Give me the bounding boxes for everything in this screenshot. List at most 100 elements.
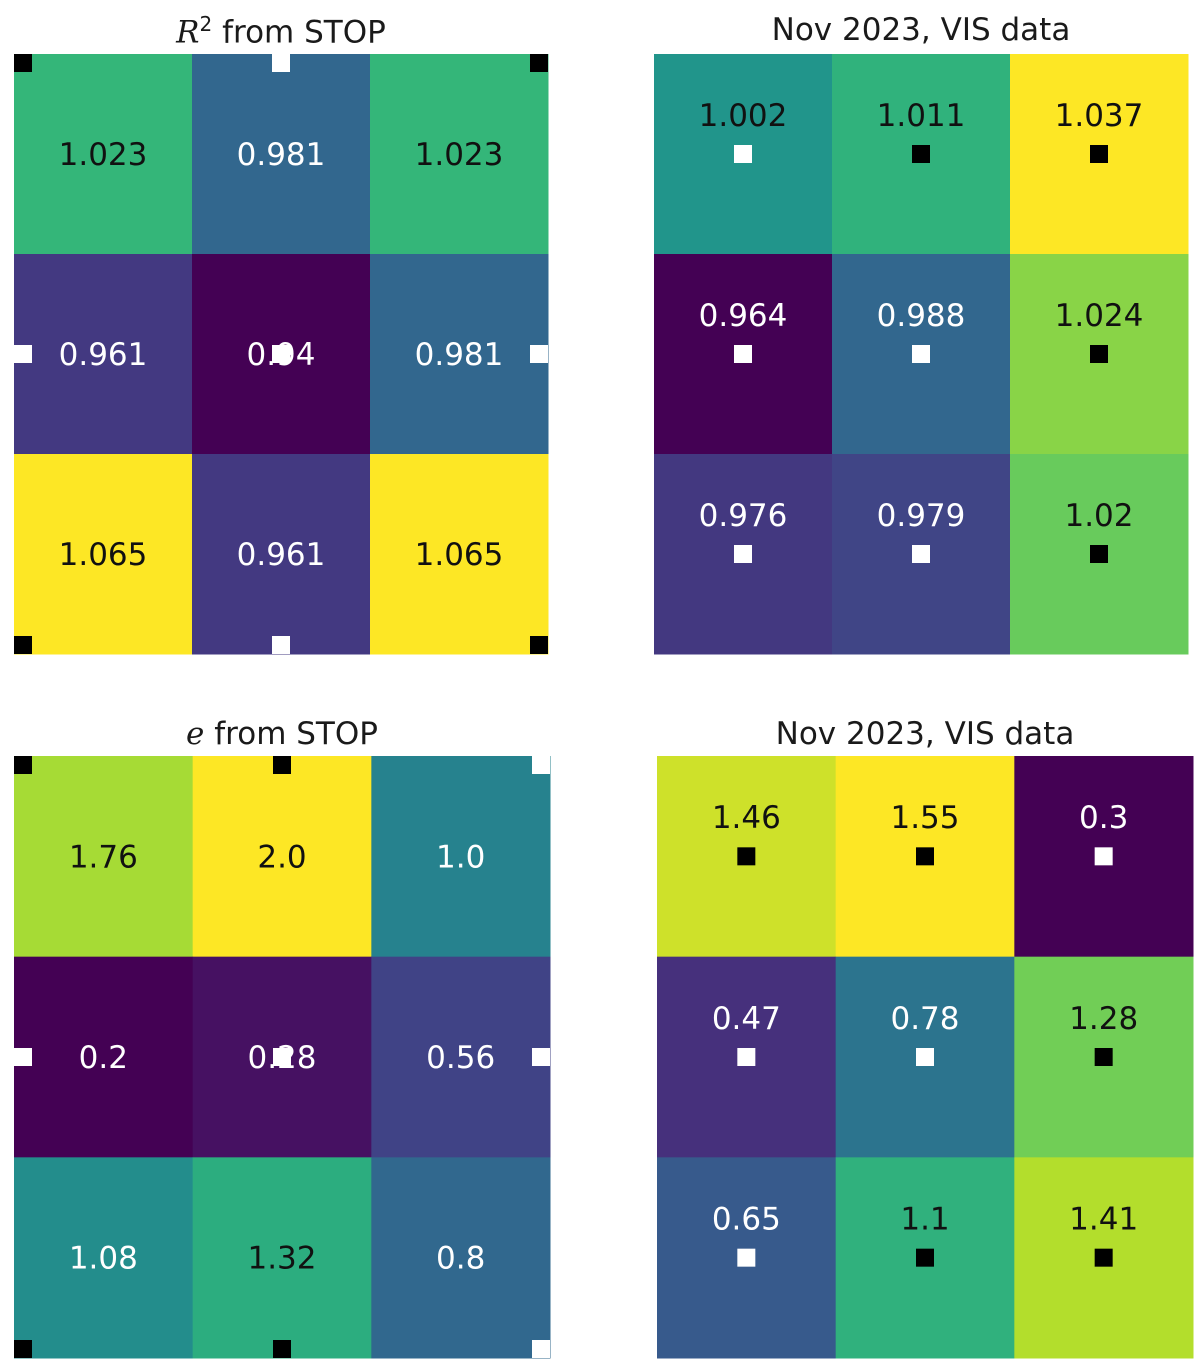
- cell-value-label: 0.964: [699, 298, 788, 334]
- heatmap-cell: [370, 54, 549, 255]
- cell-value-label: 0.981: [237, 137, 326, 173]
- cell-value-label: 0.976: [699, 498, 788, 534]
- sensor-marker: [1094, 847, 1113, 866]
- heatmap-cell: [192, 454, 371, 655]
- chart-title: Nov 2023, VIS data: [775, 716, 1075, 752]
- cell-value-label: 1.023: [415, 137, 504, 173]
- sensor-marker: [1090, 145, 1108, 163]
- heatmap: 1.002 1.011 1.037 0.964 0.988 1.024 0.976 0.979…: [654, 54, 1189, 655]
- cell-value-label: 0.961: [237, 537, 326, 573]
- cell-value-label: 0.78: [890, 1001, 959, 1037]
- sensor-marker: [14, 54, 32, 72]
- sensor-marker: [532, 1048, 550, 1066]
- sensor-marker: [737, 1248, 756, 1267]
- cell-value-label: 1.02: [1064, 498, 1133, 534]
- heatmap-cell: [14, 756, 194, 958]
- heatmap-cell: [14, 454, 193, 655]
- heatmap: 1.0230.9811.0230.9610.940.9811.0650.9611…: [14, 54, 549, 655]
- chart-title: R2 from STOP: [14, 12, 548, 50]
- sensor-marker: [530, 54, 548, 72]
- title-symbol: R: [176, 14, 200, 51]
- sensor-marker: [14, 636, 32, 654]
- sensor-marker: [1094, 1248, 1113, 1267]
- cell-value-label: 1.76: [69, 839, 138, 875]
- sensor-marker: [734, 145, 752, 163]
- heatmap-cell: [371, 756, 551, 958]
- sensor-marker: [1094, 1048, 1113, 1066]
- cell-value-label: 0.65: [712, 1202, 781, 1238]
- title-rest: from STOP: [212, 14, 386, 51]
- sensor-marker: [273, 756, 291, 774]
- cell-value-label: 1.065: [59, 537, 148, 573]
- cell-value-label: 1.011: [877, 98, 966, 134]
- heatmap-cell: [14, 956, 194, 1158]
- sensor-marker: [14, 345, 32, 363]
- sensor-marker: [273, 1340, 291, 1358]
- cell-value-label: 0.2: [79, 1040, 128, 1076]
- cell-value-label: 1.024: [1055, 298, 1144, 334]
- cell-value-label: 0.8: [436, 1241, 485, 1277]
- sensor-marker: [272, 636, 290, 654]
- sensor-marker: [1090, 345, 1108, 363]
- sensor-marker: [272, 54, 290, 72]
- cell-value-label: 0.981: [415, 337, 504, 373]
- cell-value-label: 0.988: [877, 298, 966, 334]
- heatmap-cell: [192, 1157, 372, 1359]
- title-symbol: e: [186, 716, 205, 752]
- cell-value-label: 1.037: [1055, 98, 1144, 134]
- heatmap-cell: [14, 54, 193, 255]
- panel-vis-top: Nov 2023, VIS data 1.002 1.011 1.037 0.964 0…: [654, 12, 1189, 655]
- cell-value-label: 0.3: [1079, 800, 1128, 836]
- chart-title: Nov 2023, VIS data: [771, 12, 1071, 48]
- heatmap-cell: [371, 1157, 551, 1359]
- cell-value-label: 1.08: [69, 1241, 138, 1277]
- cell-value-label: 2.0: [257, 839, 306, 875]
- cell-value-label: 1.55: [890, 800, 959, 836]
- heatmap-cell: [14, 1157, 194, 1359]
- sensor-marker: [912, 345, 930, 363]
- sensor-marker: [530, 636, 548, 654]
- sensor-marker: [916, 1048, 934, 1066]
- cell-value-label: 0.47: [712, 1001, 781, 1037]
- cell-value-label: 1.32: [247, 1241, 316, 1277]
- sensor-marker: [734, 545, 752, 563]
- sensor-marker: [737, 1048, 756, 1066]
- sensor-marker: [272, 345, 290, 363]
- cell-value-label: 1.41: [1069, 1202, 1138, 1238]
- chart-title: e from STOP: [14, 716, 550, 752]
- sensor-marker: [273, 1048, 291, 1066]
- sensor-marker: [734, 345, 752, 363]
- heatmap-cell: [370, 254, 549, 455]
- heatmap-cell: [192, 54, 371, 255]
- cell-value-label: 1.1: [900, 1202, 949, 1238]
- panel-r2-stop: R2 from STOP 1.0230.9811.0230.9610.940.9…: [14, 12, 549, 655]
- heatmap-cell: [371, 956, 551, 1158]
- sensor-marker: [737, 847, 756, 866]
- heatmap-cell: [192, 756, 372, 958]
- sensor-marker: [14, 1340, 32, 1358]
- cell-value-label: 1.28: [1069, 1001, 1138, 1037]
- panel-vis-bottom: Nov 2023, VIS data 1.46 1.55 0.3 0.47 0.78 1.…: [657, 716, 1194, 1359]
- cell-value-label: 0.979: [877, 498, 966, 534]
- sensor-marker: [916, 847, 934, 866]
- sensor-marker: [532, 756, 550, 774]
- sensor-marker: [532, 1340, 550, 1358]
- sensor-marker: [912, 145, 930, 163]
- panel-e-stop: e from STOP 1.762.01.00.20.280.561.081.3…: [14, 716, 551, 1359]
- sensor-marker: [916, 1248, 934, 1267]
- cell-value-label: 0.56: [426, 1040, 495, 1076]
- title-superscript: 2: [199, 12, 213, 36]
- sensor-marker: [14, 1048, 32, 1066]
- heatmap-cell: [14, 254, 193, 455]
- sensor-marker: [912, 545, 930, 563]
- cell-value-label: 1.002: [699, 98, 788, 134]
- sensor-marker: [1090, 545, 1108, 563]
- cell-value-label: 1.023: [59, 137, 148, 173]
- heatmap: 1.46 1.55 0.3 0.47 0.78 1.28 0.65 1.1 1.41: [657, 756, 1194, 1359]
- cell-value-label: 1.065: [415, 537, 504, 573]
- cell-value-label: 1.0: [436, 839, 485, 875]
- sensor-marker: [530, 345, 548, 363]
- title-rest: from STOP: [204, 716, 378, 752]
- cell-value-label: 0.961: [59, 337, 148, 373]
- cell-value-label: 1.46: [712, 800, 781, 836]
